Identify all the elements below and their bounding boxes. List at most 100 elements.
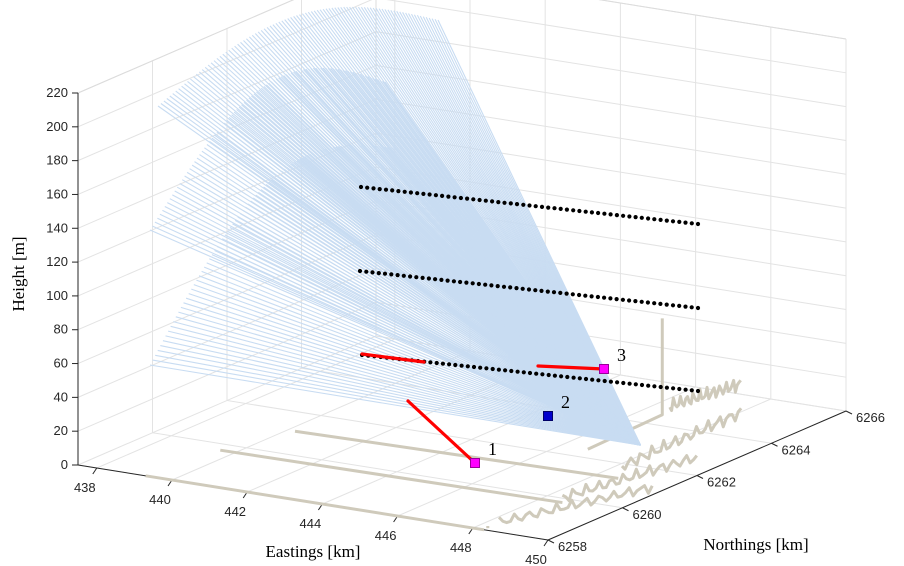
fan-ray: [206, 262, 641, 446]
scan-point: [645, 300, 651, 305]
scan-point: [440, 361, 445, 366]
beam-lines: [360, 352, 606, 465]
scan-point: [420, 275, 425, 280]
scan-point: [434, 360, 439, 366]
scan-point: [402, 189, 407, 194]
box-edge: [598, 0, 847, 40]
fan-ray: [187, 80, 641, 446]
scan-point: [608, 379, 614, 384]
fan-ray: [191, 288, 641, 446]
fan-ray: [178, 88, 641, 446]
scan-point: [495, 284, 500, 289]
site-label-3: 3: [617, 345, 626, 365]
fan-ray: [196, 157, 641, 446]
scan-point: [545, 289, 550, 294]
scan-point: [533, 204, 538, 209]
terrain-track: [145, 474, 485, 532]
scan-point: [521, 370, 526, 375]
scan-point: [408, 274, 413, 279]
scan-point: [458, 279, 463, 285]
scan-point: [627, 214, 632, 219]
fan-ray: [186, 171, 641, 446]
scan-fans: [149, 6, 642, 446]
z-tick-label: 20: [54, 423, 68, 438]
fan-ray: [172, 93, 641, 446]
scan-point: [596, 210, 601, 216]
scan-point: [596, 378, 601, 383]
scan-point: [571, 208, 576, 213]
scan-point: [447, 362, 452, 367]
z-tick-label: 180: [46, 153, 68, 168]
scan-point: [602, 211, 607, 216]
scan-point: [401, 273, 406, 278]
scan-point: [683, 220, 688, 225]
scan-point: [421, 191, 426, 196]
beam-line: [360, 352, 426, 364]
fan-ray: [178, 311, 641, 446]
scan-point: [465, 196, 470, 201]
fan-ray: [179, 183, 641, 446]
scan-point: [415, 191, 420, 196]
scan-point: [677, 386, 682, 392]
scan-point: [508, 285, 513, 290]
scan-point: [590, 377, 595, 382]
fan-ray: [210, 62, 641, 446]
terrain-track: [620, 407, 743, 471]
scan-point: [514, 286, 519, 291]
fan-ray: [181, 85, 641, 446]
scan-point: [658, 384, 663, 390]
site-label-2: 2: [561, 392, 570, 412]
scan-point: [389, 272, 394, 277]
scan-point: [614, 297, 619, 302]
site-label-1: 1: [488, 439, 497, 459]
scan-point: [496, 200, 501, 205]
scan-point: [477, 197, 482, 203]
z-tick-label: 0: [61, 457, 68, 472]
scan-point: [508, 201, 513, 206]
scan-point: [695, 305, 701, 311]
fan-ray: [181, 179, 641, 446]
x-tick-label: 446: [375, 528, 397, 543]
fan-ray: [165, 335, 641, 446]
terrain-track: [561, 454, 698, 503]
scan-point: [683, 304, 688, 309]
z-tick-label: 60: [54, 356, 68, 371]
scan-point: [577, 292, 582, 298]
scan-point: [608, 296, 613, 301]
scan-point: [546, 205, 551, 210]
scan-point: [490, 366, 495, 372]
x-axis-label: Eastings [km]: [266, 542, 361, 561]
scan-point: [433, 193, 438, 198]
scan-point: [433, 277, 438, 282]
scan-point: [671, 386, 676, 391]
scan-point: [558, 290, 563, 295]
fan-ray: [163, 100, 641, 446]
y-tick-mark: [547, 539, 555, 544]
scan-point: [439, 277, 444, 282]
x-tick-mark: [92, 467, 98, 475]
scan-point: [527, 203, 532, 208]
scan-point: [428, 360, 433, 365]
fan-ray: [437, 19, 642, 446]
scan-point: [371, 186, 376, 191]
scan-point: [646, 383, 651, 388]
scan-point: [552, 373, 558, 378]
scan-point: [583, 209, 588, 214]
scan-point: [571, 375, 576, 380]
fan-ray: [152, 225, 641, 446]
fan-ray: [201, 270, 641, 446]
fan-ray: [184, 83, 641, 446]
fan-ray: [157, 217, 641, 446]
scan-point: [427, 192, 432, 197]
scan-point: [451, 279, 456, 284]
fan-ray: [216, 57, 641, 446]
fan-ray: [172, 194, 641, 446]
scan-point: [577, 376, 582, 381]
scan-point: [539, 204, 545, 209]
scan-point: [465, 364, 470, 369]
scan-point: [382, 271, 388, 276]
fan-ray: [160, 103, 641, 446]
scan-point: [559, 374, 564, 379]
scan-point: [408, 190, 413, 195]
scan-point: [534, 371, 539, 376]
